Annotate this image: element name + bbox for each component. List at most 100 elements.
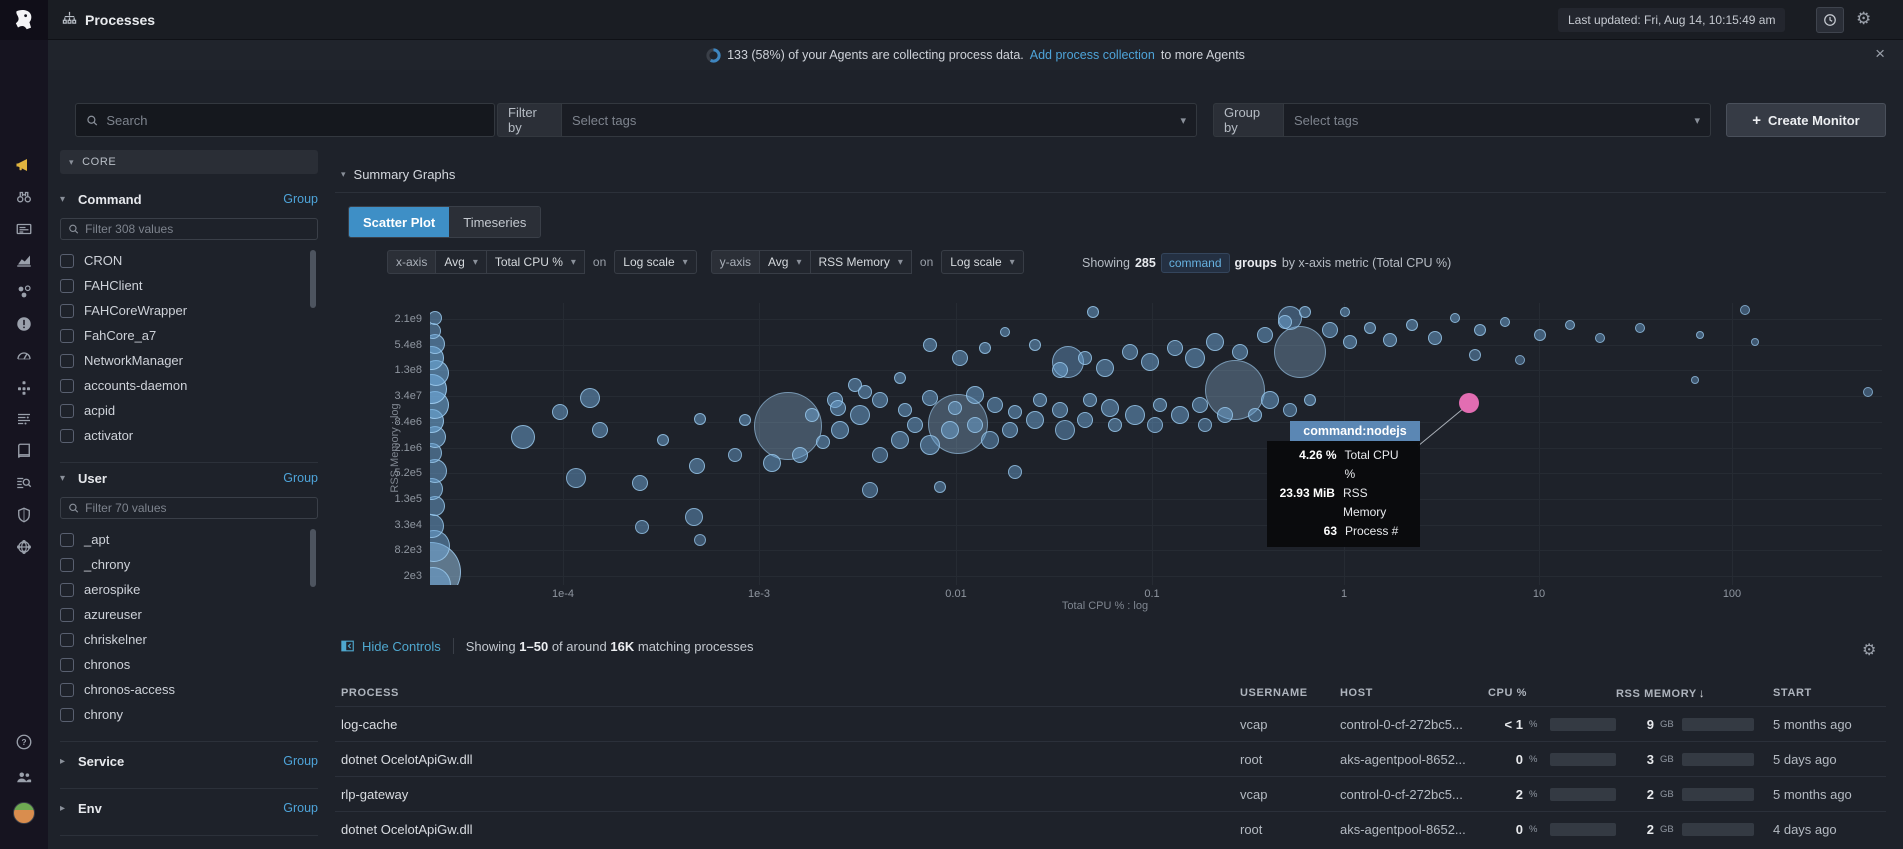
scatter-bubble[interactable] bbox=[1283, 403, 1297, 417]
scatter-bubble[interactable] bbox=[1141, 353, 1159, 371]
checkbox[interactable] bbox=[60, 428, 74, 443]
scatter-bubble[interactable] bbox=[920, 435, 940, 455]
scatter-bubble[interactable] bbox=[1428, 331, 1442, 345]
scatter-bubble[interactable] bbox=[632, 475, 648, 491]
filter-item-FAHClient[interactable]: FAHClient bbox=[60, 273, 318, 298]
integrations-icon[interactable] bbox=[0, 375, 48, 401]
checkbox[interactable] bbox=[60, 378, 74, 393]
scatter-bubble[interactable] bbox=[1261, 391, 1279, 409]
scatter-bubble[interactable] bbox=[1185, 348, 1205, 368]
scatter-bubble[interactable] bbox=[1696, 331, 1704, 339]
x-axis-metric-select[interactable]: Total CPU % ▾ bbox=[486, 250, 585, 274]
scatter-bubble[interactable] bbox=[1096, 359, 1114, 377]
user-avatar[interactable] bbox=[0, 800, 48, 826]
scatter-bubble[interactable] bbox=[934, 481, 946, 493]
scatter-bubble[interactable] bbox=[1077, 412, 1093, 428]
scatter-bubble[interactable] bbox=[1052, 402, 1068, 418]
scatter-bubble[interactable] bbox=[1122, 344, 1138, 360]
scatter-bubble[interactable] bbox=[1248, 408, 1262, 422]
scatter-bubble[interactable] bbox=[941, 421, 959, 439]
scatter-bubble[interactable] bbox=[1595, 333, 1605, 343]
scatter-bubble[interactable] bbox=[850, 405, 870, 425]
scrollbar-thumb[interactable] bbox=[310, 529, 316, 587]
scatter-bubble[interactable] bbox=[922, 390, 938, 406]
scatter-bubble[interactable] bbox=[566, 468, 586, 488]
scatter-bubble[interactable] bbox=[1257, 327, 1273, 343]
scatter-bubble[interactable] bbox=[979, 342, 991, 354]
checkbox[interactable] bbox=[60, 253, 74, 268]
scrollbar-thumb[interactable] bbox=[310, 250, 316, 308]
group-link[interactable]: Group bbox=[283, 471, 318, 485]
notebooks-icon[interactable] bbox=[0, 438, 48, 464]
filter-item-_chrony[interactable]: _chrony bbox=[60, 552, 318, 577]
scatter-bubble[interactable] bbox=[1206, 333, 1224, 351]
scatter-bubble[interactable] bbox=[1167, 340, 1183, 356]
scatter-bubble[interactable] bbox=[1343, 335, 1357, 349]
scatter-bubble[interactable] bbox=[1534, 329, 1546, 341]
scatter-bubble[interactable] bbox=[694, 413, 706, 425]
scatter-bubble[interactable] bbox=[1232, 344, 1248, 360]
filter-item-chronos[interactable]: chronos bbox=[60, 652, 318, 677]
scatter-bubble[interactable] bbox=[1740, 305, 1750, 315]
hide-controls-button[interactable]: Hide Controls bbox=[341, 639, 441, 654]
scatter-bubble[interactable] bbox=[952, 350, 968, 366]
command-tag-pill[interactable]: command bbox=[1160, 253, 1230, 273]
scatter-bubble[interactable] bbox=[754, 392, 822, 460]
users-icon[interactable] bbox=[0, 764, 48, 790]
table-row[interactable]: dotnet OcelotApiGw.dll root aks-agentpool-… bbox=[335, 811, 1886, 846]
y-axis-metric-select[interactable]: RSS Memory ▾ bbox=[810, 250, 912, 274]
gauge-icon[interactable] bbox=[0, 343, 48, 369]
y-axis-scale-select[interactable]: Log scale ▾ bbox=[941, 250, 1024, 274]
checkbox[interactable] bbox=[60, 303, 74, 318]
filter-values-input[interactable] bbox=[60, 497, 318, 519]
group-tags-select[interactable]: Select tags ▾ bbox=[1283, 103, 1711, 137]
filter-item-chriskelner[interactable]: chriskelner bbox=[60, 627, 318, 652]
summary-graphs-header[interactable]: ▾ Summary Graphs bbox=[341, 167, 455, 182]
scatter-bubble[interactable] bbox=[1000, 327, 1010, 337]
scatter-bubble[interactable] bbox=[1474, 324, 1486, 336]
section-header-command[interactable]: ▾ Command Group bbox=[60, 188, 318, 210]
filter-values-field[interactable] bbox=[85, 501, 310, 515]
x-axis-scale-select[interactable]: Log scale ▾ bbox=[614, 250, 697, 274]
search-input[interactable] bbox=[106, 112, 484, 128]
help-icon[interactable]: ? bbox=[0, 729, 48, 755]
scatter-bubble[interactable] bbox=[1147, 417, 1163, 433]
scatter-bubble[interactable] bbox=[1026, 411, 1044, 429]
filter-item-azureuser[interactable]: azureuser bbox=[60, 602, 318, 627]
group-link[interactable]: Group bbox=[283, 192, 318, 206]
scatter-bubble[interactable] bbox=[430, 311, 442, 325]
tab-scatter-plot[interactable]: Scatter Plot bbox=[349, 207, 450, 237]
scatter-bubble[interactable] bbox=[948, 401, 962, 415]
checkbox[interactable] bbox=[60, 328, 74, 343]
scatter-bubble[interactable] bbox=[1635, 323, 1645, 333]
filter-item-chrony[interactable]: chrony bbox=[60, 702, 318, 727]
scatter-bubble[interactable] bbox=[894, 372, 906, 384]
scatter-bubble[interactable] bbox=[1008, 465, 1022, 479]
scatter-bubble[interactable] bbox=[728, 448, 742, 462]
checkbox[interactable] bbox=[60, 557, 74, 572]
scatter-bubble[interactable] bbox=[657, 434, 669, 446]
scatter-bubble[interactable] bbox=[1863, 387, 1873, 397]
scatter-bubble[interactable] bbox=[966, 386, 984, 404]
scatter-bubble[interactable] bbox=[1078, 351, 1092, 365]
scatter-bubble[interactable] bbox=[1153, 398, 1167, 412]
checkbox[interactable] bbox=[60, 682, 74, 697]
checkbox[interactable] bbox=[60, 632, 74, 647]
banner-close-icon[interactable]: × bbox=[1875, 44, 1885, 63]
scatter-bubble[interactable] bbox=[987, 397, 1003, 413]
scatter-bubble[interactable] bbox=[1383, 333, 1397, 347]
filter-item-_apt[interactable]: _apt bbox=[60, 527, 318, 552]
scatter-bubble[interactable] bbox=[1198, 418, 1212, 432]
filter-item-NetworkManager[interactable]: NetworkManager bbox=[60, 348, 318, 373]
scatter-bubble[interactable] bbox=[763, 454, 781, 472]
filter-values-input[interactable] bbox=[60, 218, 318, 240]
datadog-logo[interactable] bbox=[0, 0, 48, 40]
scatter-bubble[interactable] bbox=[1450, 313, 1460, 323]
checkbox[interactable] bbox=[60, 707, 74, 722]
scatter-bubble[interactable] bbox=[891, 431, 909, 449]
scatter-bubble[interactable] bbox=[1125, 405, 1145, 425]
scatter-bubble[interactable] bbox=[1406, 319, 1418, 331]
scatter-bubble[interactable] bbox=[635, 520, 649, 534]
column-header-username[interactable]: USERNAME bbox=[1240, 687, 1308, 699]
scatter-bubble[interactable] bbox=[1055, 420, 1075, 440]
